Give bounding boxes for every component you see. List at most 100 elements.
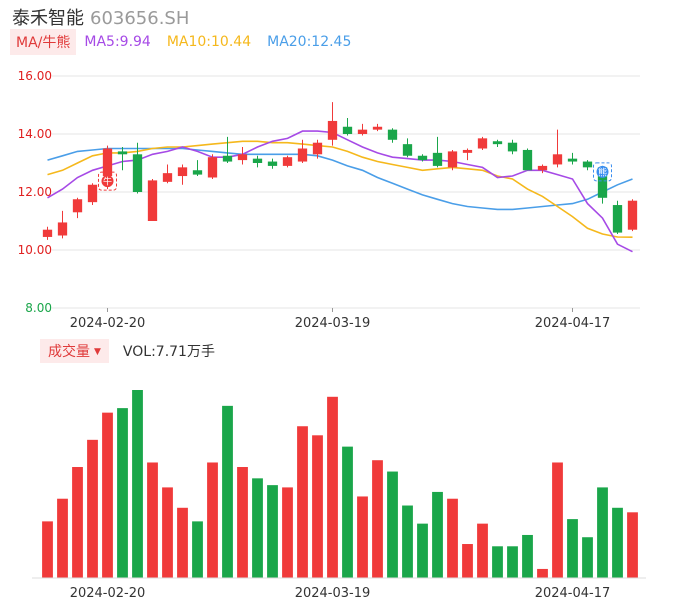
- ma5-line: [47, 130, 633, 253]
- volume-bar: [582, 537, 593, 578]
- candle-body: [252, 158, 263, 163]
- volume-date-axis: 2024-02-20 2024-03-19 2024-04-17: [70, 586, 611, 601]
- caret-down-icon: ▼: [94, 347, 101, 357]
- candle-body: [42, 229, 53, 237]
- y-tick-label: 8.00: [25, 301, 52, 315]
- volume-bar: [612, 507, 623, 578]
- volume-bar: [627, 512, 638, 578]
- volume-bar: [267, 485, 278, 578]
- candle-body: [372, 126, 383, 130]
- y-tick-label: 12.00: [18, 185, 52, 199]
- candle-body: [462, 149, 473, 153]
- volume-value: VOL:7.71万手: [122, 344, 215, 360]
- stock-name: 泰禾智能: [12, 8, 84, 29]
- x-tick-label: 2024-03-19: [295, 586, 371, 601]
- volume-bar: [207, 462, 218, 578]
- candle-body: [492, 141, 503, 145]
- volume-bar: [492, 546, 503, 578]
- ma20-line: [47, 147, 633, 211]
- volume-bar: [402, 505, 413, 578]
- candle-body: [117, 151, 128, 155]
- volume-bar: [387, 471, 398, 578]
- candle-body: [507, 142, 518, 152]
- candle-body: [342, 126, 353, 134]
- y-tick-label: 14.00: [18, 127, 52, 141]
- volume-bar: [552, 462, 563, 578]
- signal-markers: 牛熊: [98, 162, 612, 191]
- candle-body: [132, 154, 143, 192]
- x-tick-label: 2024-02-20: [70, 586, 146, 601]
- marker-label: 熊: [598, 166, 607, 178]
- volume-bar: [372, 460, 383, 578]
- candle-body: [87, 184, 98, 203]
- bear-signal-icon: 熊: [593, 162, 612, 182]
- marker-dot: [596, 165, 609, 178]
- stock-code: 603656.SH: [90, 8, 190, 29]
- candle-body: [72, 199, 83, 213]
- marker-dot: [101, 175, 114, 188]
- candle-body: [612, 205, 623, 233]
- volume-bar: [42, 521, 53, 578]
- ma-legend: MA/牛熊 MA5:9.94 MA10:10.44 MA20:12.45: [10, 29, 367, 55]
- x-tick-label: 2024-04-17: [535, 316, 611, 331]
- candle-body: [57, 222, 68, 236]
- ma20-legend: MA20:12.45: [267, 34, 352, 50]
- candle-body: [627, 200, 638, 230]
- candle-body: [312, 142, 323, 155]
- volume-bar: [297, 426, 308, 578]
- volume-bars: [32, 390, 646, 579]
- ma10-line: [47, 140, 633, 238]
- candle-body: [297, 148, 308, 162]
- candle-body: [222, 155, 233, 162]
- candle-body: [147, 180, 158, 221]
- candle-body: [537, 165, 548, 171]
- volume-bar: [477, 523, 488, 578]
- price-date-axis: 2024-02-20 2024-03-19 2024-04-17: [70, 308, 611, 331]
- candle-body: [357, 129, 368, 134]
- candle-body: [267, 161, 278, 166]
- volume-bar: [222, 405, 233, 578]
- volume-bar: [597, 487, 608, 578]
- candlesticks: [42, 102, 638, 240]
- volume-bar: [432, 491, 443, 578]
- volume-bar: [417, 523, 428, 578]
- ma5-legend: MA5:9.94: [84, 34, 151, 50]
- volume-bar: [282, 487, 293, 578]
- x-tick-label: 2024-02-20: [70, 316, 146, 331]
- volume-bar: [252, 478, 263, 578]
- volume-bar: [117, 408, 128, 578]
- candle-body: [432, 152, 443, 166]
- volume-bar: [72, 467, 83, 578]
- moving-average-lines: [47, 130, 633, 253]
- volume-indicator-dropdown[interactable]: 成交量 ▼: [40, 339, 109, 363]
- price-axis: 16.00 14.00 12.00 10.00 8.00: [18, 69, 52, 315]
- volume-bar: [357, 496, 368, 578]
- marker-frame: [593, 162, 612, 182]
- candle-body: [567, 158, 578, 162]
- candle-body: [552, 154, 563, 165]
- x-tick-label: 2024-03-19: [295, 316, 371, 331]
- volume-bar: [162, 487, 173, 578]
- candle-body: [237, 154, 248, 161]
- volume-bar: [132, 390, 143, 578]
- marker-label: 牛: [103, 176, 112, 188]
- candle-body: [387, 129, 398, 140]
- volume-bar: [507, 546, 518, 578]
- candle-body: [477, 138, 488, 149]
- candle-body: [447, 151, 458, 168]
- candle-body: [597, 167, 608, 198]
- volume-indicator-label: 成交量: [48, 344, 90, 360]
- y-tick-label: 10.00: [18, 243, 52, 257]
- candle-body: [522, 149, 533, 171]
- x-tick-label: 2024-04-17: [535, 586, 611, 601]
- volume-bar: [462, 544, 473, 578]
- volume-bar: [312, 435, 323, 578]
- candle-body: [162, 173, 173, 182]
- volume-bar: [147, 462, 158, 578]
- volume-bar: [237, 467, 248, 578]
- marker-frame: [98, 171, 117, 191]
- ma-indicator-tag[interactable]: MA/牛熊: [10, 29, 77, 55]
- candle-body: [177, 167, 188, 177]
- ma10-legend: MA10:10.44: [166, 34, 252, 50]
